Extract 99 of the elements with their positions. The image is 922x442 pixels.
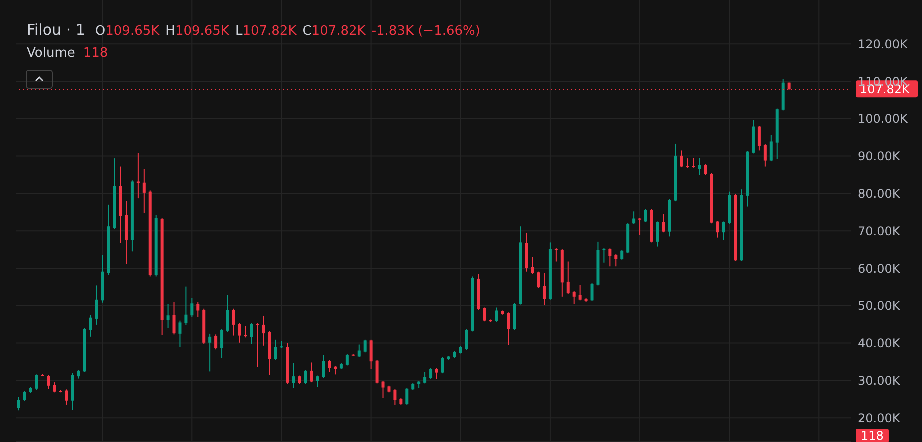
- candlestick: [770, 134, 773, 162]
- candlestick: [632, 211, 636, 225]
- candlestick: [764, 144, 767, 168]
- candlestick: [656, 221, 660, 248]
- candlestick: [716, 220, 720, 238]
- candlestick: [358, 344, 361, 358]
- candlestick: [316, 375, 320, 388]
- candlestick: [590, 282, 594, 302]
- candlestick: [406, 388, 409, 406]
- candlestick: [602, 248, 606, 264]
- annotation: O: [95, 24, 106, 39]
- candlestick: [208, 333, 212, 372]
- candlestick: [572, 290, 576, 305]
- candlestick: [190, 298, 194, 318]
- candlestick: [537, 271, 540, 289]
- y-tick-label: 40.00K: [858, 336, 902, 351]
- candlestick: [394, 388, 397, 406]
- y-tick-label: 120.00K: [858, 37, 909, 52]
- candlestick: [686, 158, 690, 169]
- candlestick: [692, 158, 696, 168]
- candlestick: [608, 248, 612, 268]
- annotation: 107.82K: [242, 24, 297, 39]
- candlestick: [436, 368, 438, 380]
- annotation: 118: [83, 46, 108, 61]
- y-tick-label: 100.00K: [858, 112, 909, 126]
- candlestick: [620, 250, 624, 260]
- candlestick: [166, 304, 170, 329]
- candlestick: [250, 322, 254, 345]
- candlestick: [136, 152, 140, 200]
- candlestick: [142, 168, 146, 214]
- candlestick: [465, 328, 468, 351]
- candlestick: [424, 372, 427, 384]
- candlestick: [53, 382, 56, 394]
- candlestick: [680, 150, 684, 168]
- candlestick: [184, 286, 188, 326]
- candlestick: [172, 302, 176, 336]
- annotation: H: [166, 24, 176, 39]
- candlestick: [214, 334, 218, 350]
- candlestick: [328, 360, 332, 373]
- candlestick: [232, 308, 236, 336]
- candlestick: [346, 354, 349, 366]
- candlestick: [698, 158, 702, 176]
- annotation: 109.65K: [175, 24, 230, 39]
- candlestick: [495, 307, 498, 322]
- candlestick: [292, 362, 296, 389]
- candlestick: [322, 354, 326, 379]
- candlestick: [89, 314, 92, 338]
- candlestick: [178, 320, 182, 348]
- candlestick: [274, 339, 278, 361]
- annotation: 107.82K: [312, 24, 366, 39]
- candlestick: [554, 248, 558, 262]
- y-tick-label: 80.00K: [858, 186, 902, 201]
- candlestick: [370, 339, 373, 370]
- candlestick: [95, 285, 98, 326]
- candlestick: [644, 208, 648, 223]
- candlestick: [507, 312, 510, 346]
- candlestick: [23, 390, 26, 402]
- candlestick: [483, 307, 486, 322]
- candlestick: [226, 294, 230, 333]
- text: 118: [856, 429, 889, 442]
- candlestick: [364, 339, 367, 354]
- text: Filou · 1: [27, 21, 86, 39]
- candlestick: [310, 362, 314, 384]
- candlestick: [376, 360, 379, 384]
- candlestick: [441, 356, 444, 374]
- candlestick: [220, 328, 224, 359]
- candlestick: [35, 374, 38, 391]
- candlestick: [65, 389, 68, 406]
- annotation: 109.65K: [106, 24, 160, 39]
- candlestick: [578, 284, 582, 302]
- candlestick: [722, 221, 726, 241]
- candlestick: [18, 397, 20, 412]
- candlestick: [531, 256, 534, 275]
- candlestick: [244, 326, 248, 338]
- y-tick-label: 60.00K: [858, 262, 902, 276]
- candlestick: [430, 368, 433, 380]
- candlestick: [662, 214, 666, 234]
- y-tick-label: 20.00K: [858, 411, 902, 426]
- candlestick: [47, 374, 50, 390]
- candlestick: [382, 380, 385, 399]
- candlestick: [256, 322, 260, 368]
- y-tick-label: 70.00K: [858, 224, 902, 238]
- annotation: -1.83K (−1.66%): [372, 24, 480, 39]
- candlestick: [704, 164, 708, 176]
- candlestick: [238, 322, 242, 344]
- y-tick-label: 50.00K: [858, 299, 902, 314]
- candlestick: [638, 218, 642, 236]
- candlestick: [304, 370, 308, 385]
- candlestick: [262, 315, 266, 346]
- candlestick: [614, 254, 618, 268]
- annotation: Volume: [27, 46, 76, 61]
- candlestick: [758, 126, 761, 152]
- annotation: L: [235, 24, 243, 39]
- y-tick-label: 90.00K: [858, 150, 902, 164]
- candlestick: [196, 302, 200, 318]
- candlestick: [566, 261, 570, 295]
- annotation: C: [302, 24, 312, 39]
- candlestick: [542, 272, 546, 306]
- y-tick-label: 30.00K: [858, 374, 902, 388]
